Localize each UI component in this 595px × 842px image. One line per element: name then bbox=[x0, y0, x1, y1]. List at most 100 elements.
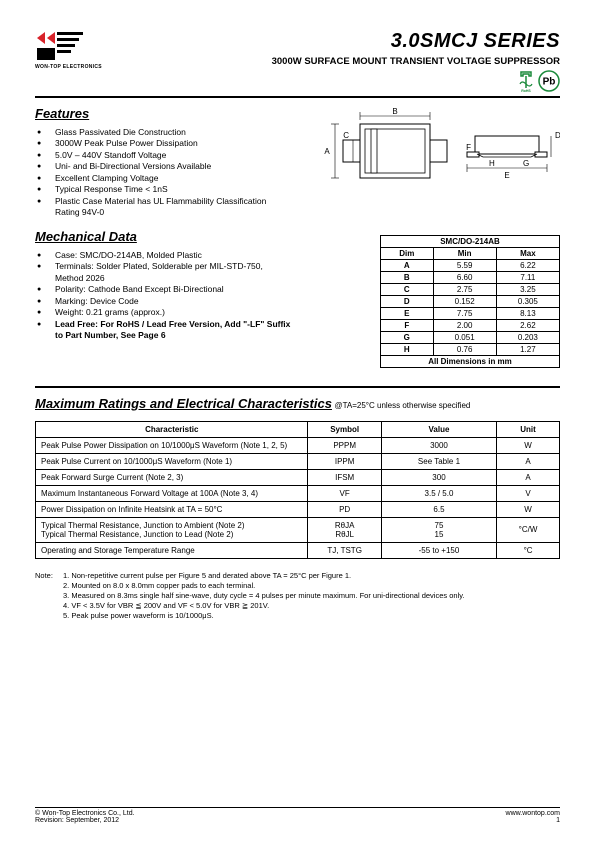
note-item: 2. Mounted on 8.0 x 8.0mm copper pads to… bbox=[35, 581, 560, 591]
table-cell: C bbox=[381, 283, 434, 295]
svg-text:E: E bbox=[504, 171, 509, 180]
table-cell: 300 bbox=[381, 469, 496, 485]
table-row: E7.758.13 bbox=[381, 307, 560, 319]
note-item: 5. Peak pulse power waveform is 10/1000μ… bbox=[35, 611, 560, 621]
table-cell: W bbox=[497, 437, 560, 453]
list-item: Glass Passivated Die Construction bbox=[37, 127, 293, 138]
table-cell: RθJARθJL bbox=[308, 517, 381, 542]
table-cell: Power Dissipation on Infinite Heatsink a… bbox=[36, 501, 308, 517]
table-cell: -55 to +150 bbox=[381, 542, 496, 558]
table-header: Unit bbox=[497, 421, 560, 437]
table-cell: 0.152 bbox=[433, 295, 496, 307]
table-row: Maximum Instantaneous Forward Voltage at… bbox=[36, 485, 560, 501]
note-item: 3. Measured on 8.3ms single half sine-wa… bbox=[35, 591, 560, 601]
table-cell: 3000 bbox=[381, 437, 496, 453]
table-cell: A bbox=[497, 469, 560, 485]
svg-text:F: F bbox=[466, 143, 471, 152]
svg-text:G: G bbox=[523, 159, 529, 168]
table-cell: F bbox=[381, 319, 434, 331]
ratings-heading: Maximum Ratings and Electrical Character… bbox=[35, 396, 332, 411]
table-cell: TJ, TSTG bbox=[308, 542, 381, 558]
table-cell: VF bbox=[308, 485, 381, 501]
list-item: Terminals: Solder Plated, Solderable per… bbox=[37, 261, 293, 284]
table-header: Characteristic bbox=[36, 421, 308, 437]
list-item: Case: SMC/DO-214AB, Molded Plastic bbox=[37, 250, 293, 261]
table-row: D0.1520.305 bbox=[381, 295, 560, 307]
list-item: Lead Free: For RoHS / Lead Free Version,… bbox=[37, 319, 293, 342]
table-row: Power Dissipation on Infinite Heatsink a… bbox=[36, 501, 560, 517]
svg-text:B: B bbox=[392, 107, 397, 116]
table-cell: PPPM bbox=[308, 437, 381, 453]
features-list: Glass Passivated Die Construction3000W P… bbox=[35, 127, 293, 219]
table-cell: °C bbox=[497, 542, 560, 558]
section-divider bbox=[35, 386, 560, 388]
table-cell: 0.76 bbox=[433, 343, 496, 355]
table-row: Peak Pulse Current on 10/1000μS Waveform… bbox=[36, 453, 560, 469]
ratings-section: Maximum Ratings and Electrical Character… bbox=[35, 396, 560, 559]
footer-company: © Won-Top Electronics Co., Ltd. bbox=[35, 810, 135, 817]
table-header: Value bbox=[381, 421, 496, 437]
rohs-badge-icon: RoHS bbox=[517, 70, 535, 92]
dim-table-caption: SMC/DO-214AB bbox=[380, 235, 560, 247]
svg-text:C: C bbox=[343, 131, 349, 140]
footer-left: © Won-Top Electronics Co., Ltd. Revision… bbox=[35, 810, 135, 824]
footer-revision: Revision: September, 2012 bbox=[35, 817, 135, 824]
logo-company-name: WON-TOP ELECTRONICS bbox=[35, 64, 102, 70]
table-cell: Typical Thermal Resistance, Junction to … bbox=[36, 517, 308, 542]
list-item: 3000W Peak Pulse Power Dissipation bbox=[37, 138, 293, 149]
svg-text:Pb: Pb bbox=[543, 77, 556, 88]
table-row: A5.596.22 bbox=[381, 259, 560, 271]
table-cell: IFSM bbox=[308, 469, 381, 485]
table-cell: 0.305 bbox=[496, 295, 559, 307]
table-cell: V bbox=[497, 485, 560, 501]
list-item: Plastic Case Material has UL Flammabilit… bbox=[37, 196, 293, 219]
table-row: G0.0510.203 bbox=[381, 331, 560, 343]
table-cell: 7515 bbox=[381, 517, 496, 542]
footer-page: 1 bbox=[506, 817, 560, 824]
table-cell: G bbox=[381, 331, 434, 343]
logo-block: WON-TOP ELECTRONICS bbox=[35, 30, 102, 70]
table-cell: B bbox=[381, 271, 434, 283]
dimension-table-section: SMC/DO-214AB DimMinMax A5.596.22B6.607.1… bbox=[305, 229, 560, 368]
note-item: 4. VF < 3.5V for VBR ≦ 200V and VF < 5.0… bbox=[35, 601, 560, 611]
table-cell: PD bbox=[308, 501, 381, 517]
mechanical-heading: Mechanical Data bbox=[35, 229, 293, 244]
table-cell: 5.59 bbox=[433, 259, 496, 271]
table-row: C2.753.25 bbox=[381, 283, 560, 295]
series-subtitle: 3000W SURFACE MOUNT TRANSIENT VOLTAGE SU… bbox=[272, 56, 560, 67]
note-item: Note:1. Non-repetitive current pulse per… bbox=[35, 571, 560, 581]
table-cell: Peak Pulse Current on 10/1000μS Waveform… bbox=[36, 453, 308, 469]
table-row: B6.607.11 bbox=[381, 271, 560, 283]
table-cell: Operating and Storage Temperature Range bbox=[36, 542, 308, 558]
list-item: Excellent Clamping Voltage bbox=[37, 173, 293, 184]
table-row: Typical Thermal Resistance, Junction to … bbox=[36, 517, 560, 542]
table-cell: 7.75 bbox=[433, 307, 496, 319]
table-cell: H bbox=[381, 343, 434, 355]
table-header: Symbol bbox=[308, 421, 381, 437]
table-header: Min bbox=[433, 247, 496, 259]
svg-text:RoHS: RoHS bbox=[521, 89, 531, 92]
footer-divider bbox=[35, 807, 560, 808]
table-row: F2.002.62 bbox=[381, 319, 560, 331]
table-cell: 2.00 bbox=[433, 319, 496, 331]
dim-table-footer: All Dimensions in mm bbox=[380, 356, 560, 368]
table-row: Peak Pulse Power Dissipation on 10/1000μ… bbox=[36, 437, 560, 453]
table-cell: Peak Forward Surge Current (Note 2, 3) bbox=[36, 469, 308, 485]
table-cell: 3.5 / 5.0 bbox=[381, 485, 496, 501]
table-cell: 6.22 bbox=[496, 259, 559, 271]
features-drawing-row: Features Glass Passivated Die Constructi… bbox=[35, 106, 560, 219]
page-header: WON-TOP ELECTRONICS 3.0SMCJ SERIES 3000W… bbox=[35, 30, 560, 92]
table-cell: 2.75 bbox=[433, 283, 496, 295]
table-row: Peak Forward Surge Current (Note 2, 3)IF… bbox=[36, 469, 560, 485]
page-footer: © Won-Top Electronics Co., Ltd. Revision… bbox=[35, 807, 560, 824]
table-cell: E bbox=[381, 307, 434, 319]
table-cell: °C/W bbox=[497, 517, 560, 542]
list-item: Marking: Device Code bbox=[37, 296, 293, 307]
dimension-table: DimMinMax A5.596.22B6.607.11C2.753.25D0.… bbox=[380, 247, 560, 356]
table-cell: 8.13 bbox=[496, 307, 559, 319]
table-cell: D bbox=[381, 295, 434, 307]
features-heading: Features bbox=[35, 106, 293, 121]
mechanical-section: Mechanical Data Case: SMC/DO-214AB, Mold… bbox=[35, 229, 293, 368]
list-item: Uni- and Bi-Directional Versions Availab… bbox=[37, 161, 293, 172]
table-cell: 6.5 bbox=[381, 501, 496, 517]
